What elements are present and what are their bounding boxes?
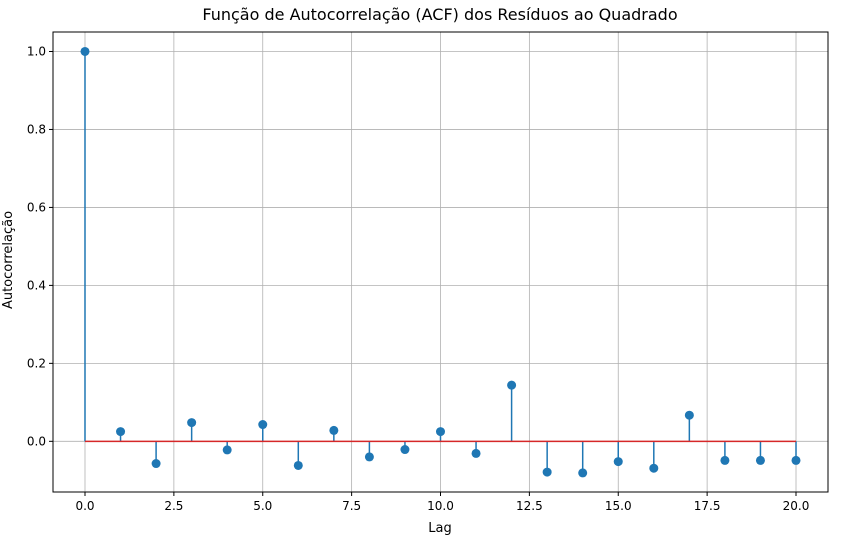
stem-marker [329,425,339,435]
chart-title: Função de Autocorrelação (ACF) dos Resíd… [202,5,677,24]
stem-marker [187,418,197,428]
stem-marker [613,457,623,467]
x-tick-label: 5.0 [253,499,272,513]
stem-marker [293,460,303,470]
stem-marker [471,448,481,458]
y-tick-label: 0.2 [27,356,46,370]
x-tick-label: 15.0 [605,499,632,513]
stem-marker [400,445,410,455]
x-tick-label: 7.5 [342,499,361,513]
stem-marker [151,459,161,469]
stem-marker [258,420,268,430]
stem-marker [755,455,765,465]
stem-marker [720,455,730,465]
stem-marker [578,468,588,478]
y-tick-label: 1.0 [27,44,46,58]
x-axis-label: Lag [428,521,451,536]
y-tick-label: 0.0 [27,434,46,448]
stem-marker [364,452,374,462]
y-tick-label: 0.8 [27,122,46,136]
stem-marker [507,380,517,390]
x-tick-label: 2.5 [164,499,183,513]
stem-marker [436,427,445,437]
y-tick-label: 0.4 [27,278,46,292]
x-tick-label: 10.0 [427,499,454,513]
x-tick-label: 12.5 [516,499,543,513]
x-tick-label: 20.0 [783,499,810,513]
grid-lines [53,32,828,492]
y-tick-label: 0.6 [27,200,46,214]
stem-marker [791,455,801,465]
stem-marker [684,410,694,420]
x-tick-label: 0.0 [75,499,94,513]
stem-marker [222,445,232,455]
stem-marker [80,46,90,56]
stem-marker [542,467,552,477]
stem-marker [649,463,659,473]
y-axis: 0.0 0.2 0.4 0.6 0.8 1.0 [27,44,53,448]
stem-marker [116,427,126,437]
y-axis-label: Autocorrelação [1,211,16,309]
x-tick-label: 17.5 [694,499,721,513]
plot-area [80,46,801,478]
x-axis: 0.0 2.5 5.0 7.5 10.0 12.5 15.0 17.5 20.0 [75,492,809,513]
